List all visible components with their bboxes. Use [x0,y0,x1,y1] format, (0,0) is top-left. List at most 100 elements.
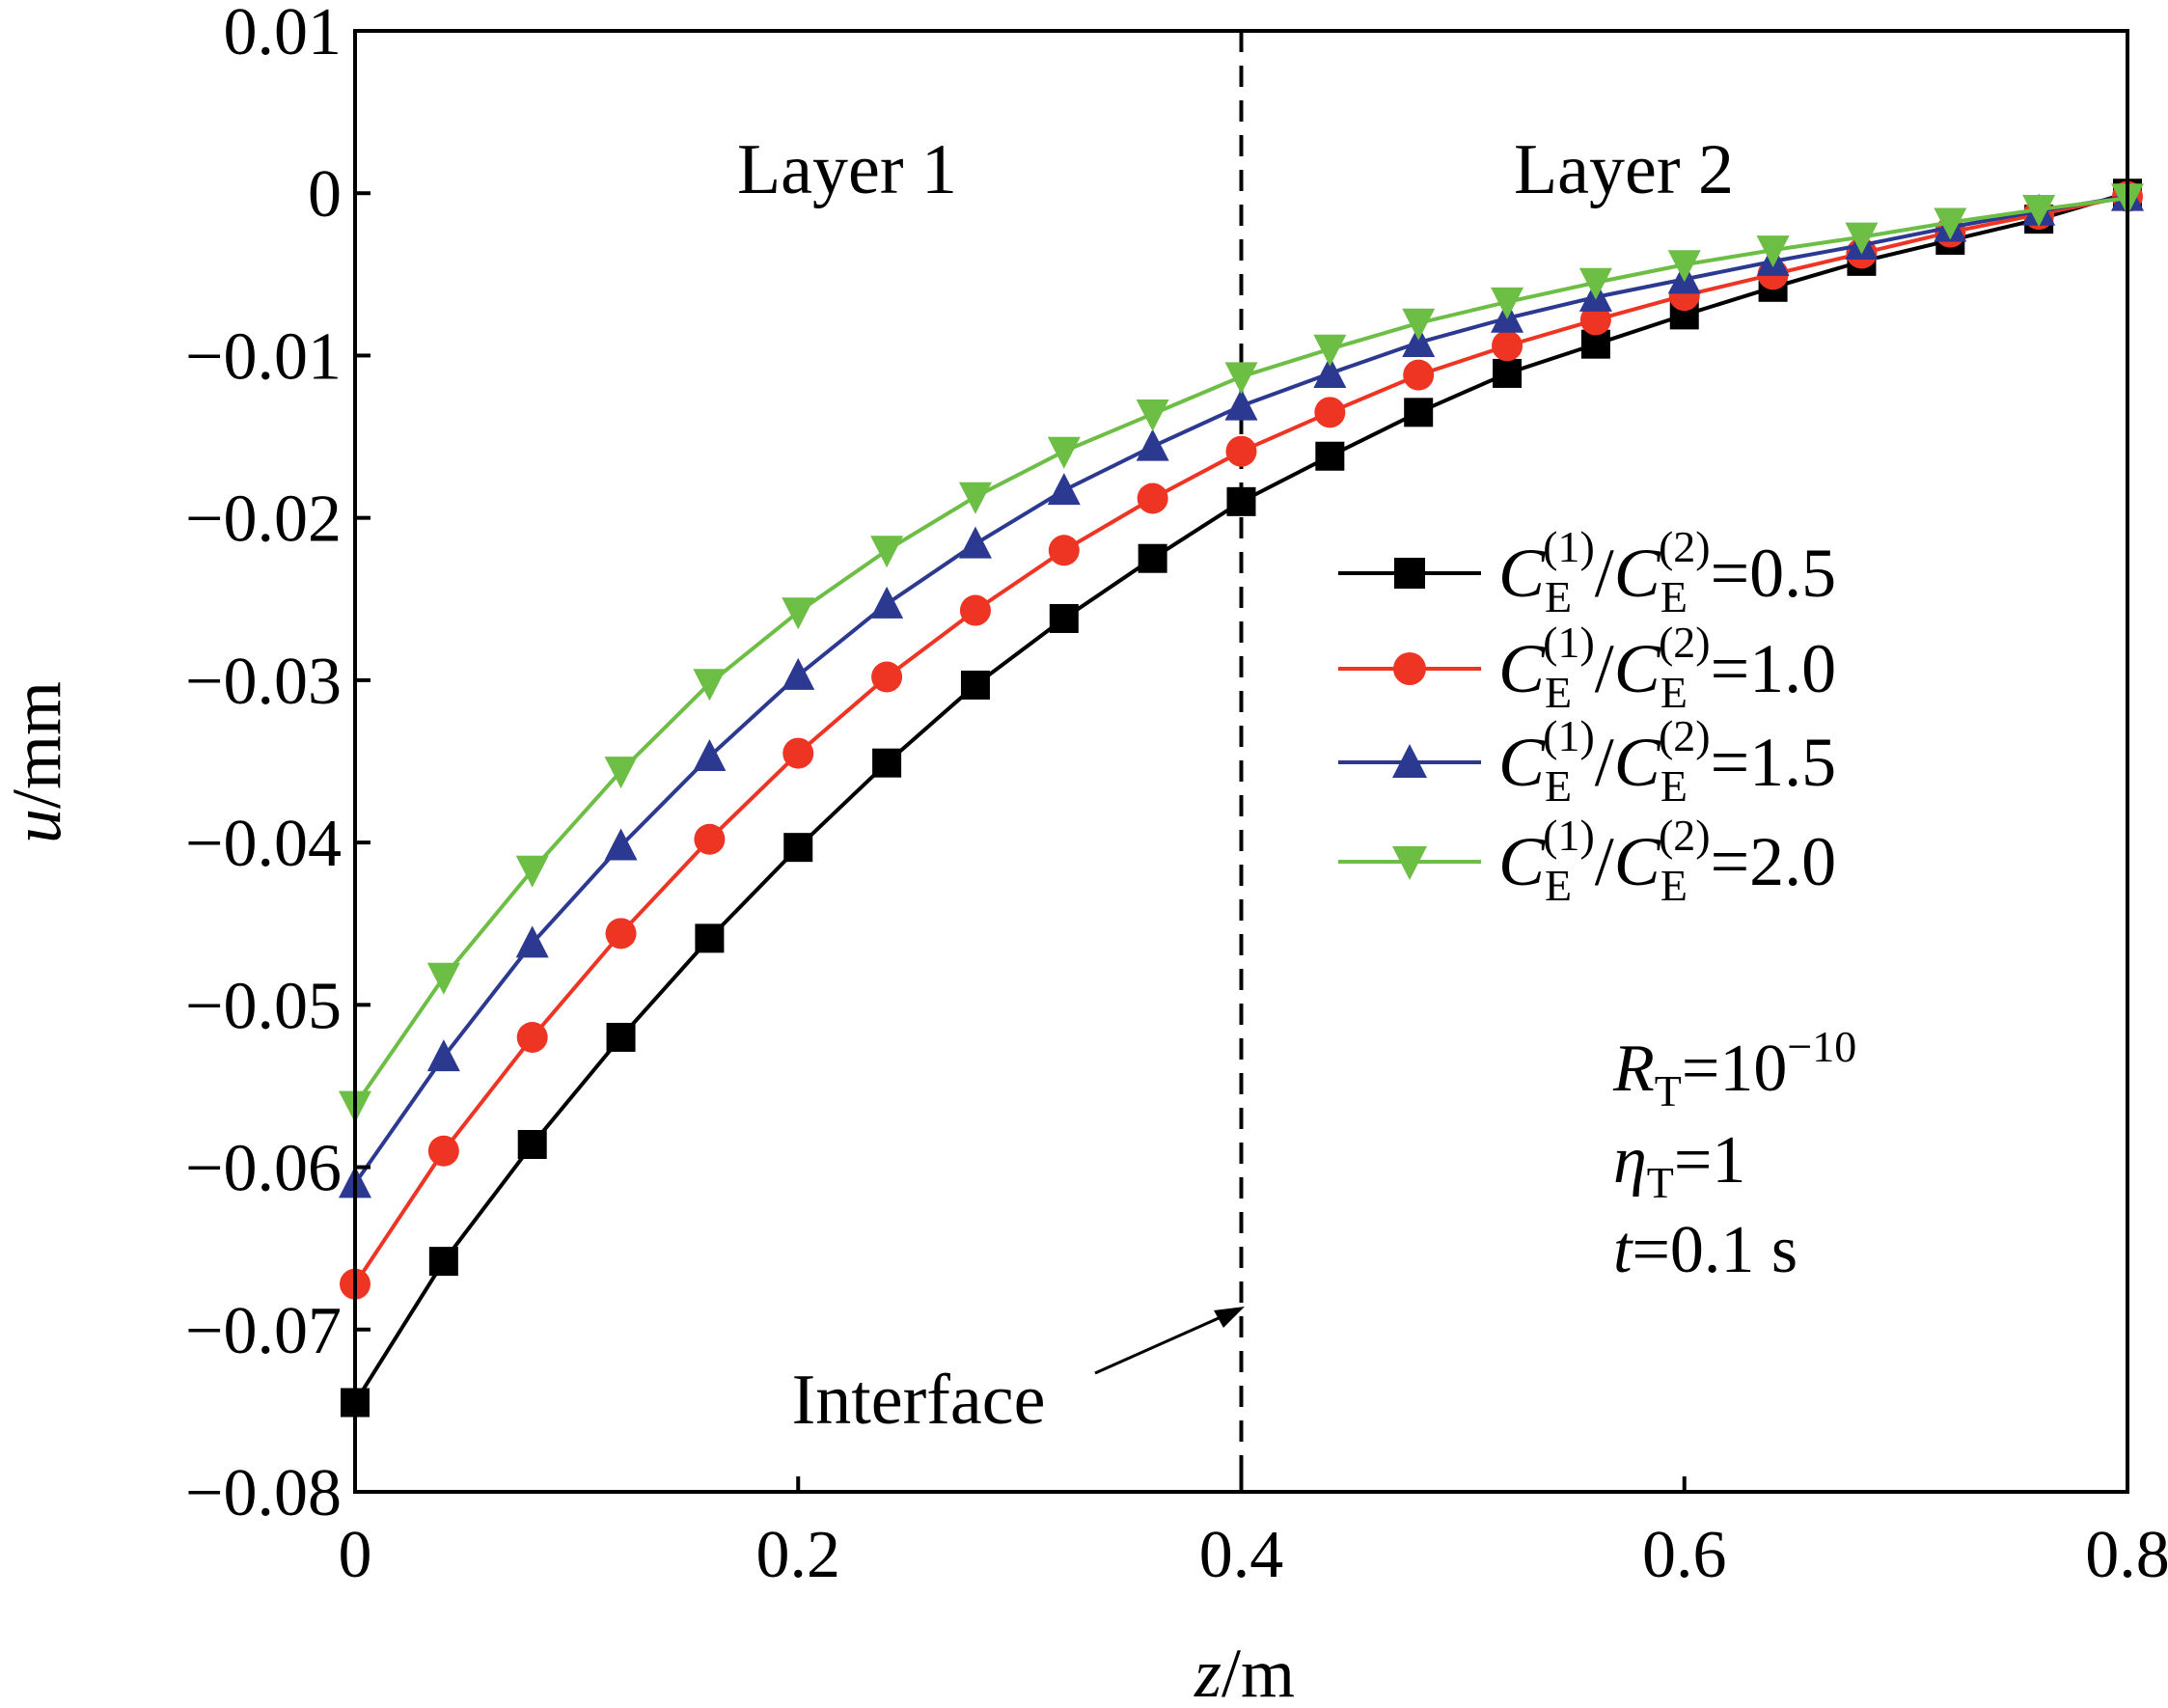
data-point-1-8 [960,670,990,700]
legend-marker [1392,846,1427,880]
data-point-1-10 [1138,543,1167,573]
data-point-4-3 [515,855,549,888]
data-point-1-13 [1404,398,1434,427]
data-point-2-3 [516,1021,548,1053]
y-axis-unit: /mm [0,681,75,809]
data-point-2-4 [605,918,637,950]
data-point-3-8 [958,526,992,559]
axes-layer: 0 0.2 0.4 0.6 0.8 0.01 0 −0.01 −0.02 −0.03 −0.04 −0… [185,0,2168,1592]
y-tick-label: −0.08 [185,1456,342,1530]
legend-label: CE(1)/CE(2)=0.5 [1498,522,1836,621]
note-eta: ηT=1 [1613,1123,1745,1207]
legend-marker [1394,558,1425,589]
y-tick-label: −0.06 [185,1132,342,1206]
data-point-4-13 [1402,308,1436,341]
data-point-1-11 [1226,486,1256,516]
data-point-4-18 [1845,222,1879,255]
y-tick-label: 0.01 [224,0,343,69]
data-point-4-6 [782,597,815,630]
y-tick-label: −0.03 [185,645,342,719]
plot-layer [339,31,2144,1492]
note-rt: RT=10−10 [1612,1022,1856,1116]
data-point-3-6 [782,657,815,690]
legend-marker [1393,652,1426,685]
data-point-2-13 [1403,359,1435,391]
interface-arrow [1094,1307,1245,1375]
data-point-4-19 [1934,207,1967,240]
legend-marker [1392,744,1427,778]
x-tick-label: 0.2 [756,1518,841,1592]
data-point-4-14 [1491,287,1524,319]
y-tick-label: 0 [308,157,342,232]
data-point-1-7 [872,748,902,778]
data-point-4-2 [426,962,460,995]
y-tick-label: −0.02 [185,482,342,557]
data-point-4-9 [1047,436,1081,469]
data-point-1-14 [1493,358,1523,388]
parameter-notes: RT=10−10 ηT=1 t=0.1 s [1612,1022,1856,1287]
x-axis-unit: /m [1221,1635,1295,1708]
y-tick-label: −0.01 [185,319,342,394]
data-point-4-12 [1313,334,1347,367]
data-point-1-3 [517,1130,547,1160]
data-point-3-9 [1047,473,1081,506]
data-point-2-7 [871,661,903,693]
y-axis-title: u/mm [0,681,75,843]
data-point-4-11 [1224,362,1258,395]
data-point-2-2 [427,1135,459,1167]
legend-item-3: CE(1)/CE(2)=1.5 [1338,711,1836,811]
legend-item-1: CE(1)/CE(2)=0.5 [1338,522,1836,621]
legend-label: CE(1)/CE(2)=1.0 [1498,618,1836,717]
data-point-2-12 [1314,397,1346,428]
legend: CE(1)/CE(2)=0.5CE(1)/CE(2)=1.0CE(1)/CE(2… [1338,522,1836,910]
data-point-3-10 [1136,428,1169,461]
data-point-2-11 [1225,435,1257,467]
data-point-1-12 [1315,441,1345,471]
legend-item-2: CE(1)/CE(2)=1.0 [1338,618,1836,717]
note-time: t=0.1 s [1613,1213,1798,1287]
data-point-4-5 [693,669,727,702]
legend-label: CE(1)/CE(2)=2.0 [1498,811,1836,910]
data-point-3-3 [515,925,549,958]
data-point-4-16 [1667,250,1701,283]
data-point-2-10 [1137,482,1168,514]
data-point-2-8 [959,594,991,626]
x-axis-title: z/m [1194,1635,1295,1708]
data-point-2-15 [1579,304,1611,336]
data-point-3-13 [1402,324,1436,357]
y-tick-label: −0.05 [185,969,342,1043]
data-point-1-6 [783,833,813,863]
data-point-2-14 [1492,330,1523,362]
region-label-layer-1: Layer 1 [737,130,957,209]
data-point-3-11 [1224,388,1258,421]
x-axis-var: z [1194,1635,1221,1708]
data-point-4-20 [2022,195,2056,228]
y-tick-label: −0.04 [185,807,342,881]
data-point-2-6 [782,737,814,769]
x-tick-label: 0.8 [2085,1518,2168,1592]
x-tick-label: 0 [339,1518,372,1592]
region-label-layer-2: Layer 2 [1514,130,1734,209]
data-point-3-2 [426,1039,460,1072]
legend-item-4: CE(1)/CE(2)=2.0 [1338,811,1836,910]
data-point-2-9 [1048,535,1080,566]
data-point-1-5 [695,923,725,953]
data-point-3-12 [1313,355,1347,388]
x-tick-label: 0.6 [1642,1518,1727,1592]
y-axis-var: u [0,809,75,843]
data-point-1-4 [606,1022,636,1052]
data-point-3-4 [604,828,638,861]
data-point-1-9 [1049,603,1079,633]
y-tick-label: −0.07 [185,1294,342,1368]
data-point-3-5 [693,738,727,771]
data-point-4-17 [1756,235,1790,268]
data-point-4-7 [870,536,904,568]
x-tick-label: 0.4 [1199,1518,1284,1592]
series-4 [339,183,2144,1123]
data-point-4-15 [1578,267,1612,300]
data-point-4-8 [958,482,992,514]
legend-label: CE(1)/CE(2)=1.5 [1498,711,1836,811]
data-point-3-7 [870,586,904,619]
data-point-1-2 [428,1247,458,1277]
